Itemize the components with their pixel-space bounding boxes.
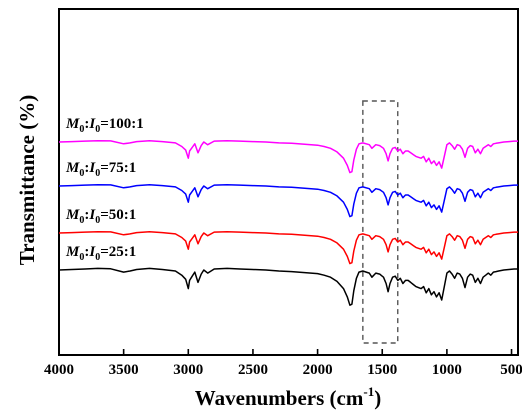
series-label: M0:I0=75:1 <box>65 160 136 179</box>
series-label: M0:I0=100:1 <box>65 116 144 135</box>
series-label: M0:I0=50:1 <box>65 207 136 226</box>
highlight-box-layer <box>362 100 399 344</box>
series-layer <box>58 139 518 306</box>
x-tick-label: 3500 <box>109 362 139 378</box>
x-tick-label: 4000 <box>44 362 74 378</box>
x-tick-layer: 4000 3500 3000 2500 2000 1500 1000 500 <box>44 349 522 378</box>
x-tick-label: 1500 <box>367 362 397 378</box>
x-tick-label: 2500 <box>238 362 268 378</box>
series-label-layer: M0:I0=100:1 M0:I0=75:1 M0:I0=50:1 M0:I0=25:… <box>65 116 144 263</box>
x-axis-title-unit-sup: -1 <box>363 384 374 399</box>
series-line <box>58 183 518 218</box>
y-axis-title: Transmittance (%) <box>15 95 39 266</box>
series-line <box>58 139 518 174</box>
x-axis-title: Wavenumbers (cm-1) <box>195 384 381 410</box>
x-tick-label: 500 <box>500 362 522 378</box>
series-line <box>58 267 518 306</box>
x-axis-title-unit: (cm <box>330 386 364 410</box>
plot-frame <box>58 8 519 356</box>
x-axis-title-main: Wavenumbers <box>195 386 325 410</box>
series-line <box>58 230 518 265</box>
x-tick-label: 2000 <box>303 362 333 378</box>
series-label: M0:I0=25:1 <box>65 244 136 263</box>
x-axis-title-unit-close: ) <box>374 386 381 410</box>
x-tick-label: 3000 <box>173 362 203 378</box>
highlight-box <box>362 100 399 344</box>
x-tick-label: 1000 <box>432 362 462 378</box>
